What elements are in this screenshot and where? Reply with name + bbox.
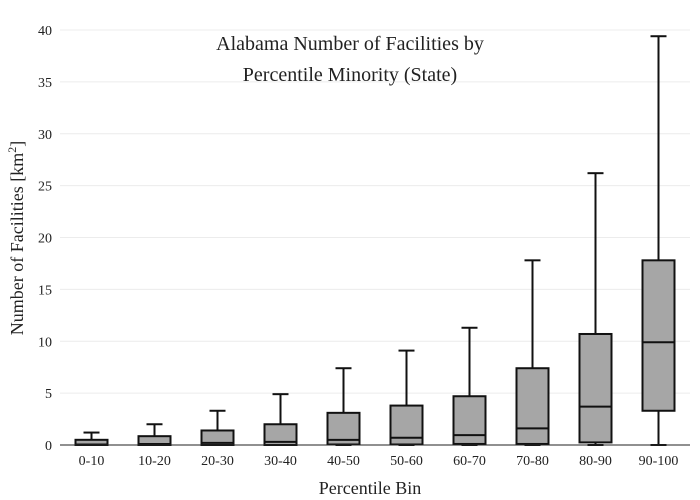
x-tick-label: 60-70: [453, 454, 486, 469]
y-tick-label: 20: [38, 232, 52, 247]
box-20-30: [200, 409, 235, 447]
y-axis-label-main: Number of Facilities [km: [7, 153, 27, 335]
box-40-50: [326, 367, 361, 446]
y-tick-label: 10: [38, 335, 52, 350]
y-axis-label-end: ]: [7, 141, 27, 147]
y-tick-label: 35: [38, 76, 52, 91]
y-tick-label: 40: [38, 24, 52, 39]
x-axis-ticks: 0-10 10-20 20-30 30-40 40-50 50-60 60-70 70-80 8…: [79, 454, 679, 469]
box-iqr: [515, 367, 550, 445]
box-0-10: [74, 431, 109, 446]
x-tick-label: 90-100: [639, 454, 679, 469]
gridlines: [60, 29, 690, 394]
box-10-20: [137, 423, 172, 446]
box-80-90: [578, 172, 613, 446]
box-60-70: [452, 326, 487, 446]
chart-title-line-1: Alabama Number of Facilities by: [216, 33, 484, 55]
x-tick-label: 20-30: [201, 454, 234, 469]
box-90-100: [641, 35, 676, 446]
x-tick-label: 40-50: [327, 454, 360, 469]
x-tick-label: 30-40: [264, 454, 297, 469]
y-axis-label-superscript: 2: [5, 147, 19, 153]
y-axis-label: Number of Facilities [km2]: [5, 141, 27, 335]
y-tick-label: 5: [45, 387, 52, 402]
x-axis-label: Percentile Bin: [319, 478, 421, 498]
x-tick-label: 10-20: [138, 454, 171, 469]
box-30-40: [263, 393, 298, 446]
x-tick-label: 70-80: [516, 454, 549, 469]
y-tick-label: 15: [38, 283, 52, 298]
chart-title-line-2: Percentile Minority (State): [243, 64, 457, 86]
box-70-80: [515, 259, 550, 446]
x-tick-label: 80-90: [579, 454, 612, 469]
y-tick-label: 0: [45, 439, 52, 454]
y-tick-label: 30: [38, 128, 52, 143]
box-iqr: [641, 259, 676, 412]
boxes: [74, 35, 676, 447]
x-tick-label: 0-10: [79, 454, 105, 469]
x-tick-label: 50-60: [390, 454, 423, 469]
box-iqr: [578, 332, 613, 444]
box-iqr: [452, 395, 487, 445]
box-50-60: [389, 349, 424, 446]
y-axis-ticks: 0 5 10 15 20 25 30 35 40: [38, 24, 52, 454]
y-tick-label: 25: [38, 180, 52, 195]
